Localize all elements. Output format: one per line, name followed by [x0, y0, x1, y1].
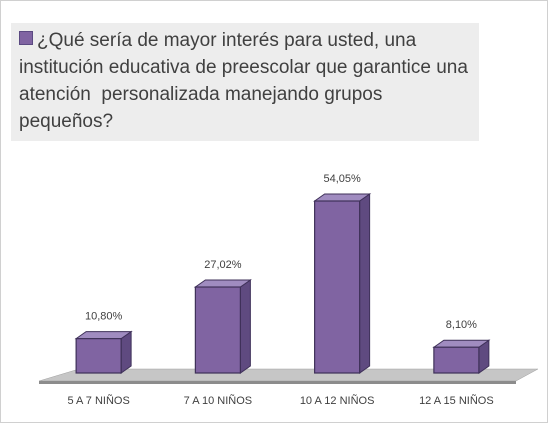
bar: [432, 339, 491, 374]
x-tick-label: 10 A 12 NIÑOS: [300, 394, 375, 407]
floor-edge: [39, 381, 516, 384]
bar-front: [75, 338, 122, 374]
data-label: 10,80%: [85, 311, 123, 323]
data-label: 8,10%: [446, 319, 477, 331]
x-tick-label: 12 A 15 NIÑOS: [419, 394, 494, 407]
x-tick-label: 5 A 7 NIÑOS: [67, 394, 129, 407]
data-label: 54,05%: [323, 173, 361, 185]
bar: [193, 279, 252, 374]
bar-front: [194, 286, 241, 374]
bar-front: [314, 200, 361, 374]
bar-top: [313, 193, 372, 202]
x-tick-label: 7 A 10 NIÑOS: [184, 394, 252, 407]
bar-top: [74, 331, 133, 340]
bar-top: [432, 339, 491, 348]
legend-label: ¿Qué sería de mayor interés para usted, …: [19, 30, 474, 132]
bar-side: [359, 193, 371, 374]
data-label: 27,02%: [204, 259, 242, 271]
bar: [313, 193, 372, 374]
bar-top: [193, 279, 252, 288]
bar: [74, 330, 133, 374]
legend-swatch: [19, 31, 33, 45]
legend: ¿Qué sería de mayor interés para usted, …: [11, 23, 479, 141]
bar-front: [433, 346, 480, 374]
bar-side: [239, 279, 251, 374]
